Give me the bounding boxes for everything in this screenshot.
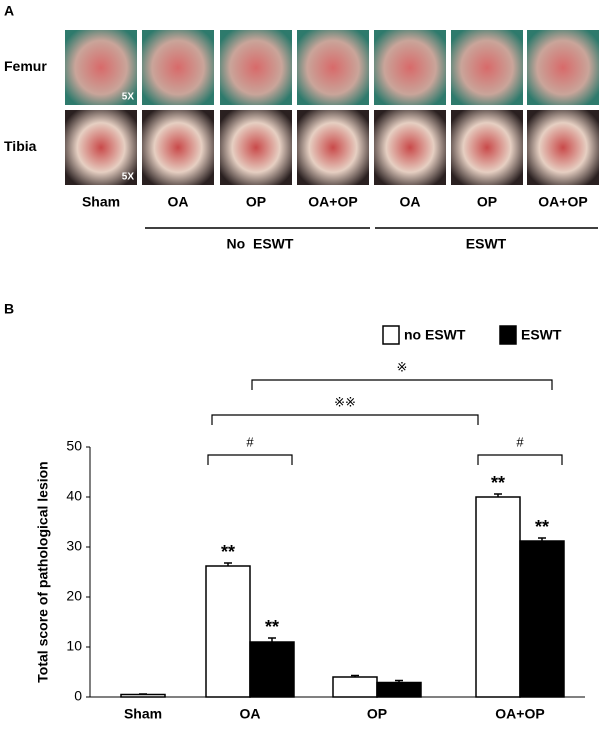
row-label: Femur [4,58,47,74]
x-tick-label: Sham [124,706,162,722]
bracket-label: # [246,434,254,449]
bracket [251,379,553,390]
photo [297,110,369,185]
bar [376,681,422,698]
bracket-label: ※ [397,359,408,374]
x-tick-label: OA+OP [495,706,544,722]
photo [142,30,214,105]
column-label: OA+OP [538,194,587,210]
bar [332,676,378,698]
bar [519,540,565,698]
bracket-label: ※※ [334,394,356,409]
photo [65,110,137,185]
bar [475,496,521,698]
row-label: Tibia [4,138,37,154]
photo [142,110,214,185]
group-label: No ESWT [227,236,294,252]
y-tick-label: 30 [66,538,82,554]
column-label: OP [477,194,497,210]
significance: ** [265,617,279,637]
column-label: OP [246,194,266,210]
bar [249,641,295,698]
photo [220,110,292,185]
significance: ** [535,517,549,537]
bracket [477,454,563,465]
photo [527,110,599,185]
legend-swatch [499,325,517,345]
column-label: OA [400,194,421,210]
y-tick-label: 50 [66,438,82,454]
magnification: 5X [122,92,135,103]
legend-label: no ESWT [404,327,466,343]
panel-label: A [4,3,14,19]
y-tick-label: 20 [66,588,82,604]
photo [220,30,292,105]
photo [65,30,137,105]
group-label: ESWT [466,236,507,252]
photo [451,110,523,185]
photo [374,110,446,185]
y-tick-label: 40 [66,488,82,504]
bar [120,693,166,698]
photo [297,30,369,105]
bracket-label: # [516,434,524,449]
y-tick-label: 0 [74,688,82,704]
photo-grid [65,30,599,185]
significance: ** [221,542,235,562]
column-label: Sham [82,194,120,210]
legend-label: ESWT [521,327,562,343]
bar [205,565,251,698]
y-tick-label: 10 [66,638,82,654]
magnification: 5X [122,172,135,183]
bracket [211,414,479,425]
photo [451,30,523,105]
panel-label: B [4,301,14,317]
column-label: OA [168,194,189,210]
bracket [207,454,293,465]
y-axis-label: Total score of pathological lesion [35,461,51,682]
significance: ** [491,473,505,493]
photo [374,30,446,105]
column-label: OA+OP [308,194,357,210]
x-tick-label: OP [367,706,387,722]
x-tick-label: OA [240,706,261,722]
legend-swatch [382,325,400,345]
photo [527,30,599,105]
